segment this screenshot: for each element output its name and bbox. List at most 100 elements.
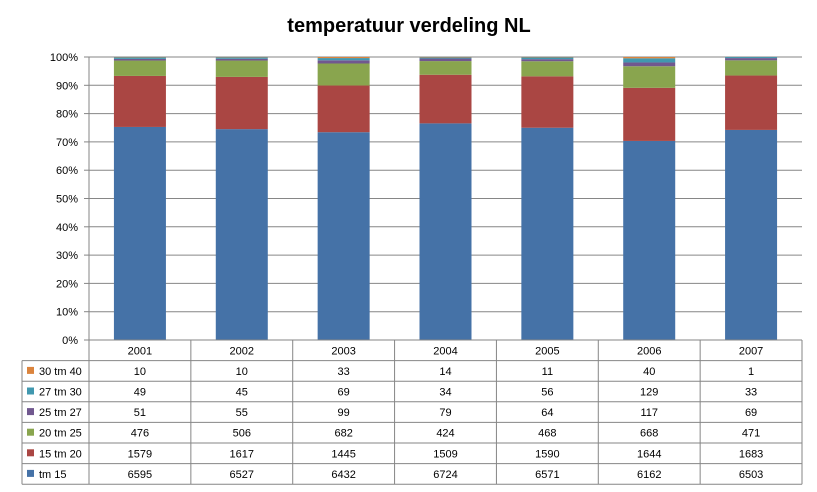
legend-key	[27, 366, 34, 374]
y-axis: 0% 10% 20% 30% 40% 50% 60% 70% 80% 90% 100%	[50, 52, 90, 347]
bar-segment	[215, 58, 268, 61]
x-tick-label: 2007	[739, 345, 763, 357]
table-cell: 69	[745, 407, 757, 419]
bar-segment	[521, 59, 574, 62]
legend-label: tm 15	[39, 469, 67, 481]
table-cell: 6162	[637, 469, 661, 481]
bar-segment	[521, 57, 574, 60]
table-cell: 69	[338, 387, 350, 399]
table-cell: 506	[233, 428, 251, 440]
legend-key	[27, 387, 34, 395]
y-tick-label: 50%	[56, 194, 78, 206]
table-cell: 33	[338, 366, 350, 378]
table-cell: 6595	[128, 469, 152, 481]
x-tick-label: 2001	[128, 345, 152, 357]
bar-segment	[725, 129, 778, 340]
table-cell: 1509	[433, 448, 457, 460]
y-tick-label: 0%	[62, 335, 78, 347]
table-cell: 668	[640, 428, 658, 440]
bar-segment	[623, 87, 676, 141]
table-cell: 1445	[331, 448, 355, 460]
table-cell: 56	[541, 387, 553, 399]
bar-segment	[113, 75, 166, 127]
table-cell: 45	[236, 387, 248, 399]
bar-segment	[521, 127, 574, 340]
x-tick-label: 2006	[637, 345, 661, 357]
table-cell: 129	[640, 387, 658, 399]
table-cell: 40	[643, 366, 655, 378]
bar-segment	[113, 60, 166, 76]
table-cell: 14	[439, 366, 451, 378]
bar-segment	[113, 126, 166, 340]
bars	[113, 57, 778, 340]
legend-label: 15 tm 20	[39, 448, 82, 460]
table-cell: 6527	[230, 469, 254, 481]
bar-segment	[215, 57, 268, 59]
bar-segment	[725, 57, 778, 59]
table-cell: 424	[436, 428, 454, 440]
table-cell: 51	[134, 407, 146, 419]
table-cell: 99	[338, 407, 350, 419]
y-tick-label: 70%	[56, 137, 78, 149]
bar-segment	[113, 58, 166, 61]
table-cell: 1579	[128, 448, 152, 460]
x-tick-label: 2005	[535, 345, 559, 357]
bar-segment	[113, 57, 166, 59]
bar-segment	[623, 58, 676, 63]
bar-segment	[623, 140, 676, 340]
table-cell: 1617	[230, 448, 254, 460]
bar-segment	[317, 60, 370, 64]
table-cell: 117	[640, 407, 658, 419]
bar-segment	[725, 75, 778, 130]
y-tick-label: 30%	[56, 250, 78, 262]
bar-segment	[215, 129, 268, 340]
bar-segment	[419, 61, 472, 75]
y-tick-label: 40%	[56, 222, 78, 234]
table-cell: 79	[439, 407, 451, 419]
table-cell: 55	[236, 407, 248, 419]
bar-segment	[521, 61, 574, 77]
table-cell: 10	[134, 366, 146, 378]
bar-segment	[419, 123, 472, 340]
y-tick-label: 80%	[56, 109, 78, 121]
table-cell: 1644	[637, 448, 661, 460]
bar-segment	[725, 58, 778, 61]
bar-segment	[623, 62, 676, 67]
table-cell: 6503	[739, 469, 763, 481]
legend-label: 30 tm 40	[39, 366, 82, 378]
legend-key	[27, 469, 34, 477]
table-cell: 10	[236, 366, 248, 378]
y-tick-label: 60%	[56, 165, 78, 177]
table-cell: 33	[745, 387, 757, 399]
table-cell: 49	[134, 387, 146, 399]
bar-segment	[521, 76, 574, 128]
y-tick-label: 90%	[56, 80, 78, 92]
table-cell: 1683	[739, 448, 763, 460]
table-cell: 34	[439, 387, 451, 399]
bar-segment	[419, 57, 472, 59]
legend-label: 25 tm 27	[39, 407, 82, 419]
x-tick-label: 2004	[433, 345, 457, 357]
table-cell: 6571	[535, 469, 559, 481]
bar-segment	[317, 63, 370, 86]
x-tick-label: 2003	[331, 345, 355, 357]
table-cell: 1	[748, 366, 754, 378]
table-cell: 1590	[535, 448, 559, 460]
legend-label: 27 tm 30	[39, 387, 82, 399]
bar-segment	[419, 74, 472, 124]
legend-key	[27, 449, 34, 457]
y-tick-label: 100%	[50, 52, 78, 64]
bar-segment	[317, 132, 370, 340]
legend-label: 20 tm 25	[39, 428, 82, 440]
chart-title: temperatuur verdeling NL	[287, 15, 530, 37]
bar-segment	[317, 85, 370, 133]
bar-segment	[725, 60, 778, 76]
table-cell: 6724	[433, 469, 457, 481]
legend-key	[27, 408, 34, 416]
table-cell: 6432	[331, 469, 355, 481]
y-tick-label: 20%	[56, 278, 78, 290]
table-cell: 468	[538, 428, 556, 440]
bar-segment	[215, 60, 268, 77]
table-cell: 682	[334, 428, 352, 440]
